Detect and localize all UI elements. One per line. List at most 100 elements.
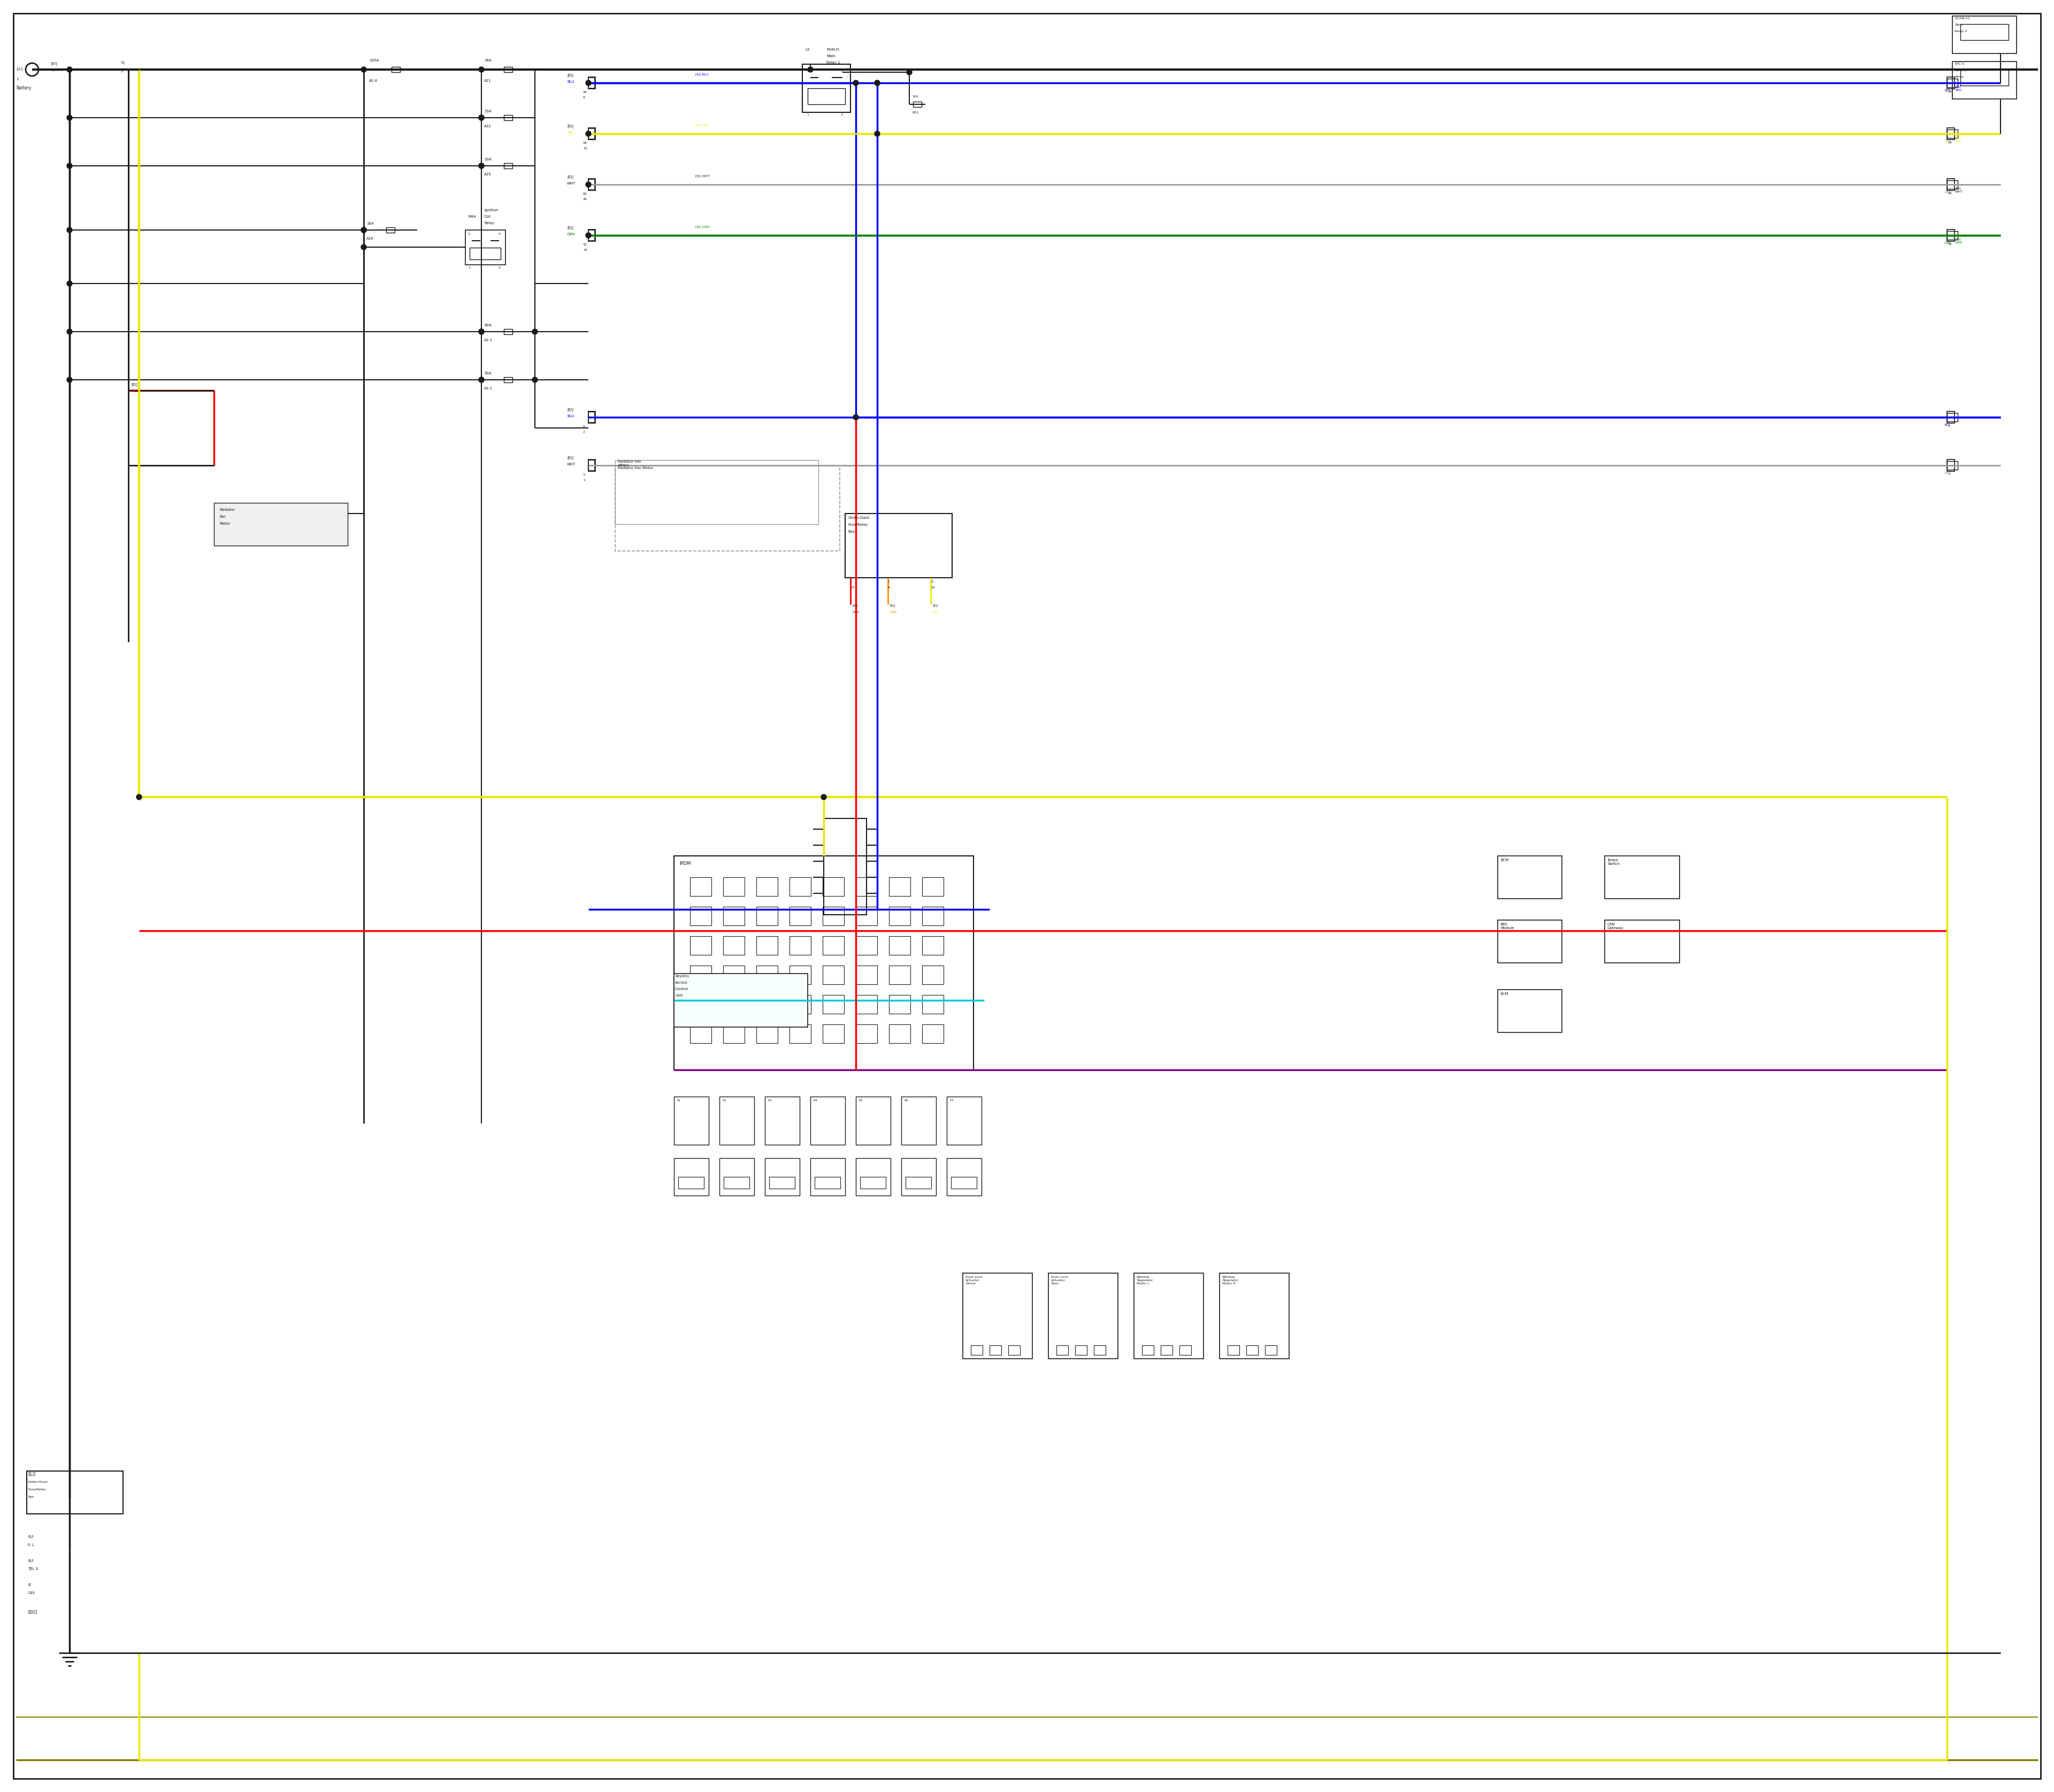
Text: IE/I: IE/I — [29, 1559, 33, 1563]
Bar — [824, 878, 844, 896]
Text: [EJ]: [EJ] — [567, 455, 573, 459]
Bar — [690, 1025, 711, 1043]
Bar — [824, 1025, 844, 1043]
Bar — [587, 129, 596, 140]
Text: BCM: BCM — [1499, 858, 1508, 862]
Bar — [857, 935, 877, 955]
Text: Coil: Coil — [485, 215, 491, 219]
Circle shape — [585, 81, 592, 86]
Text: 26: 26 — [583, 197, 587, 201]
Text: 16A: 16A — [485, 59, 491, 63]
Circle shape — [362, 228, 366, 233]
Bar — [674, 1097, 709, 1145]
Text: 8: 8 — [583, 97, 585, 99]
Text: Fuse/Relay: Fuse/Relay — [848, 523, 867, 527]
Text: Door Lock
Actuator
Pass: Door Lock Actuator Pass — [1052, 1276, 1068, 1285]
Bar — [587, 459, 596, 471]
Bar — [1947, 181, 1957, 188]
Bar — [824, 935, 844, 955]
Bar — [1074, 1346, 1087, 1355]
Circle shape — [822, 794, 826, 799]
Bar — [857, 995, 877, 1014]
Bar — [1953, 61, 2017, 99]
Bar — [756, 878, 778, 896]
Text: GRN: GRN — [567, 233, 575, 237]
Text: IE/I: IE/I — [29, 1536, 33, 1539]
Bar — [1247, 1346, 1257, 1355]
Text: ACM: ACM — [1499, 993, 1508, 996]
Bar — [587, 77, 596, 90]
Circle shape — [68, 330, 72, 335]
Circle shape — [479, 330, 485, 335]
Bar — [1179, 1346, 1191, 1355]
Text: BLU: BLU — [1945, 423, 1949, 426]
Text: Control: Control — [676, 987, 688, 991]
Text: [EJ]: [EJ] — [933, 604, 939, 607]
Bar — [811, 1097, 844, 1145]
Bar — [889, 878, 910, 896]
Bar — [690, 935, 711, 955]
Text: Battery: Battery — [16, 86, 31, 90]
Circle shape — [68, 163, 72, 168]
Text: Current: Current — [1955, 70, 1968, 72]
Bar — [1056, 1346, 1068, 1355]
Bar — [503, 66, 511, 72]
Text: Unit: Unit — [676, 995, 682, 996]
Bar — [674, 973, 807, 1027]
Bar — [922, 995, 943, 1014]
Text: [EJ]: [EJ] — [567, 73, 573, 77]
Bar — [789, 966, 811, 984]
Bar — [1095, 1346, 1105, 1355]
Text: [EJ] YEL: [EJ] YEL — [696, 124, 709, 127]
Text: S001: S001 — [29, 1611, 39, 1615]
Circle shape — [479, 330, 485, 335]
Bar — [914, 102, 922, 108]
Bar — [587, 229, 596, 240]
Bar — [587, 179, 596, 190]
Text: TEL S: TEL S — [29, 1568, 39, 1570]
Text: RED: RED — [131, 389, 140, 392]
Bar — [764, 1097, 799, 1145]
Text: ABS
Module: ABS Module — [1499, 923, 1514, 930]
Bar — [1497, 857, 1561, 898]
Text: Fan: Fan — [220, 514, 226, 518]
Text: Ignition: Ignition — [485, 208, 499, 211]
Bar — [587, 461, 596, 471]
Text: 5: 5 — [583, 425, 585, 428]
Text: 59: 59 — [1947, 90, 1951, 93]
Text: A21: A21 — [485, 79, 491, 82]
Text: [EJ]
YEL: [EJ] YEL — [1955, 136, 1962, 142]
Text: F6: F6 — [904, 1098, 908, 1102]
Bar — [889, 935, 910, 955]
Text: Door Lock
Actuator
Driver: Door Lock Actuator Driver — [965, 1276, 982, 1285]
Circle shape — [585, 131, 592, 136]
Bar — [723, 907, 744, 925]
Circle shape — [479, 115, 485, 120]
Text: BRN: BRN — [852, 611, 859, 613]
Bar — [723, 1025, 744, 1043]
Text: A2-1: A2-1 — [485, 387, 493, 391]
Bar — [674, 1158, 709, 1195]
Bar — [587, 412, 596, 423]
Bar — [1048, 1272, 1117, 1358]
Text: (+): (+) — [16, 66, 23, 72]
Text: 2: 2 — [583, 430, 585, 434]
Text: B31: B31 — [912, 111, 918, 115]
Text: WHT: WHT — [1945, 471, 1951, 475]
Text: F7: F7 — [949, 1098, 953, 1102]
Text: 16A: 16A — [366, 222, 374, 226]
Bar — [807, 88, 844, 104]
Bar — [1228, 1346, 1239, 1355]
Bar — [922, 1025, 943, 1043]
Text: F4: F4 — [813, 1098, 817, 1102]
Text: Main: Main — [826, 54, 836, 57]
Text: A29: A29 — [485, 172, 491, 176]
Bar — [723, 1177, 750, 1188]
Text: [EJ]
WHT: [EJ] WHT — [1955, 186, 1964, 194]
Bar — [844, 514, 953, 577]
Circle shape — [479, 376, 485, 382]
Text: Window
Regulator
Motor R: Window Regulator Motor R — [1222, 1276, 1239, 1285]
Circle shape — [68, 281, 72, 287]
Text: Box: Box — [29, 1496, 35, 1498]
Bar — [614, 466, 840, 550]
